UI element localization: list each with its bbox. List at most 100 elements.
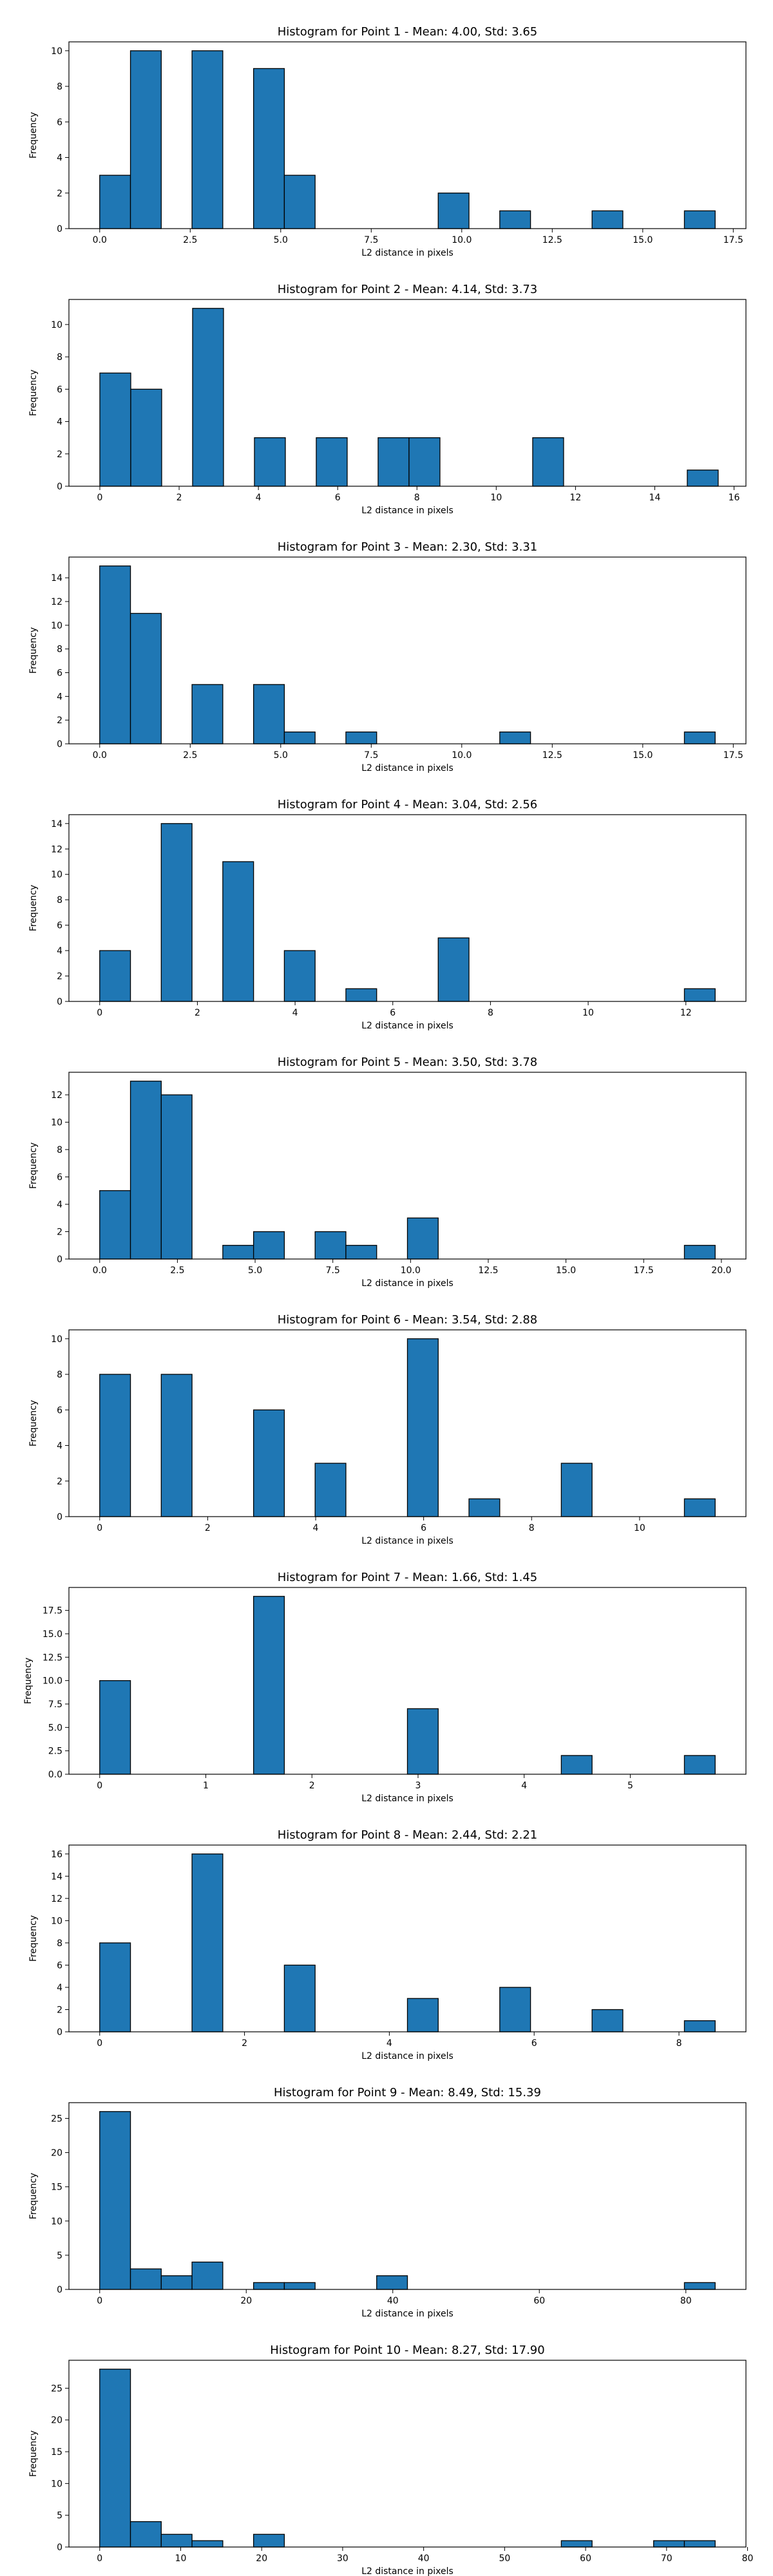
histogram-bar (160, 1374, 193, 1517)
chart-title: Histogram for Point 10 - Mean: 8.27, Std… (270, 2344, 544, 2357)
histogram-bar (99, 372, 131, 487)
x-tick-label: 4 (292, 1008, 298, 1018)
histogram-bar (160, 2533, 193, 2548)
y-tick-label: 4 (57, 417, 62, 428)
histogram-bar (99, 1942, 131, 2032)
histogram-bar (222, 1245, 254, 1260)
x-tick-label: 2 (309, 1781, 315, 1791)
x-tick-label: 80 (742, 2553, 754, 2564)
x-tick-label: 12.5 (542, 235, 562, 245)
axes-frame (68, 556, 747, 744)
histogram-bar (683, 210, 716, 229)
histogram-panel-3: Histogram for Point 3 - Mean: 2.30, Std:… (28, 540, 747, 773)
x-tick-label: 16 (729, 493, 740, 503)
y-axis-label: Frequency (23, 1658, 33, 1704)
histogram-panel-2: Histogram for Point 2 - Mean: 4.14, Std:… (28, 283, 747, 516)
y-tick-label: 10 (51, 1118, 62, 1128)
y-tick-label: 6 (57, 921, 62, 931)
y-tick-label: 20 (51, 2416, 62, 2426)
chart-title: Histogram for Point 5 - Mean: 3.50, Std:… (278, 1056, 538, 1069)
x-tick-label: 6 (390, 1008, 396, 1018)
histogram-bar (191, 684, 224, 744)
histogram-bar (437, 937, 470, 1002)
y-tick-label: 8 (57, 1370, 62, 1380)
y-tick-label: 10.0 (43, 1676, 62, 1687)
x-axis-label: L2 distance in pixels (361, 1794, 453, 1804)
x-tick-label: 7.5 (364, 235, 378, 245)
y-tick-label: 25 (51, 2114, 62, 2124)
histogram-bar (683, 988, 716, 1002)
x-tick-label: 60 (580, 2553, 591, 2564)
y-tick-label: 4 (57, 946, 62, 956)
y-tick-label: 14 (51, 573, 62, 583)
x-axis-label: L2 distance in pixels (361, 506, 453, 516)
x-tick-label: 17.5 (723, 750, 743, 761)
histogram-bar (345, 1245, 377, 1260)
axes-frame (68, 1329, 747, 1517)
y-tick-label: 15 (51, 2447, 62, 2458)
x-tick-label: 5 (627, 1781, 633, 1791)
histogram-bar (283, 731, 316, 744)
y-tick-label: 6 (57, 1960, 62, 1971)
y-tick-label: 8 (57, 1145, 62, 1155)
histogram-bar (560, 1755, 593, 1775)
x-tick-label: 17.5 (723, 235, 743, 245)
histogram-bar (683, 1755, 716, 1775)
histogram-bar (499, 731, 531, 744)
y-tick-label: 2.5 (48, 1747, 62, 1757)
histogram-bar (683, 2020, 716, 2032)
x-tick-label: 4 (521, 1781, 527, 1791)
x-tick-label: 6 (335, 493, 341, 503)
x-axis-label: L2 distance in pixels (361, 1278, 453, 1289)
x-tick-label: 70 (661, 2553, 673, 2564)
histogram-bar (99, 2369, 131, 2548)
y-axis-label: Frequency (28, 2173, 39, 2219)
y-tick-label: 10 (51, 870, 62, 880)
x-tick-label: 2.5 (170, 1265, 184, 1276)
x-tick-label: 12.5 (542, 750, 562, 761)
histogram-panel-9: Histogram for Point 9 - Mean: 8.49, Std:… (28, 2086, 747, 2319)
y-tick-label: 0 (57, 2027, 62, 2038)
y-tick-label: 10 (51, 2217, 62, 2227)
x-tick-label: 10.0 (401, 1265, 421, 1276)
histogram-bar (591, 2009, 624, 2032)
y-tick-label: 6 (57, 668, 62, 679)
histogram-bar (160, 1094, 193, 1260)
histogram-bar (129, 612, 162, 744)
histogram-bar (437, 193, 470, 229)
histogram-panel-1: Histogram for Point 1 - Mean: 4.00, Std:… (28, 25, 747, 258)
histogram-bar (129, 50, 162, 229)
y-tick-label: 4 (57, 1200, 62, 1210)
y-tick-label: 17.5 (43, 1606, 62, 1616)
x-tick-label: 4 (386, 2038, 392, 2049)
y-tick-label: 4 (57, 692, 62, 702)
x-tick-label: 0.0 (93, 1265, 107, 1276)
histogram-bar (253, 2282, 285, 2290)
y-tick-label: 0 (57, 2543, 62, 2553)
y-tick-label: 12.5 (43, 1653, 62, 1663)
y-tick-label: 0 (57, 739, 62, 750)
histogram-bar (687, 469, 719, 487)
histogram-bar (160, 823, 193, 1002)
chart-title: Histogram for Point 2 - Mean: 4.14, Std:… (278, 283, 538, 296)
y-axis-label: Frequency (28, 627, 39, 674)
x-axis-label: L2 distance in pixels (361, 248, 453, 258)
y-tick-label: 2 (57, 972, 62, 982)
histogram-bar (192, 308, 224, 487)
x-tick-label: 10 (634, 1523, 645, 1533)
x-tick-label: 10 (582, 1008, 594, 1018)
x-tick-label: 40 (387, 2296, 399, 2306)
y-tick-label: 15.0 (43, 1629, 62, 1640)
x-tick-label: 6 (531, 2038, 537, 2049)
histogram-bar (99, 565, 131, 744)
x-tick-label: 50 (499, 2553, 510, 2564)
y-axis-label: Frequency (28, 1915, 39, 1962)
axes-frame (68, 1072, 747, 1260)
chart-title: Histogram for Point 7 - Mean: 1.66, Std:… (278, 1571, 538, 1584)
y-tick-label: 2 (57, 1227, 62, 1238)
histogram-bar (377, 437, 410, 487)
histogram-bar (560, 2540, 593, 2548)
y-tick-label: 15 (51, 2183, 62, 2193)
histogram-bar (683, 731, 716, 744)
y-axis-label: Frequency (28, 885, 39, 931)
